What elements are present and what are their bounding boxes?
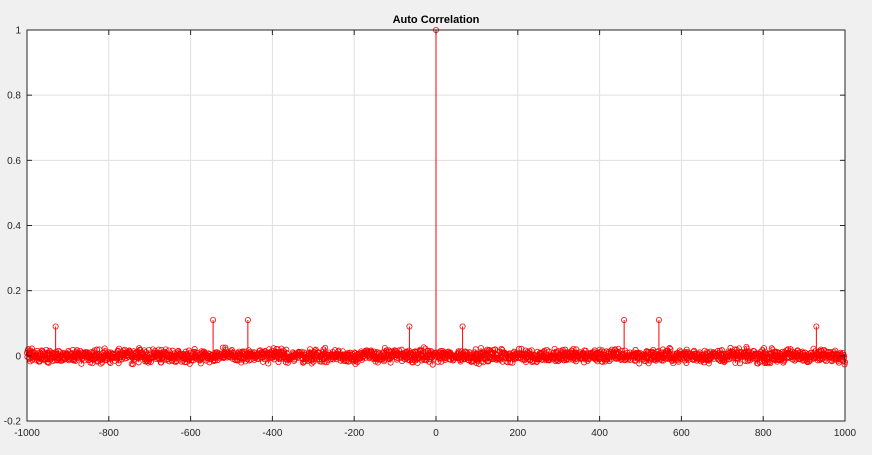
stem-marker [320, 346, 327, 353]
stem-marker [265, 360, 272, 367]
stem-marker [130, 348, 137, 355]
stem-marker [50, 358, 57, 365]
stem-marker [283, 346, 290, 353]
stem-series [23, 26, 849, 368]
stem-marker [145, 359, 152, 366]
stem-marker [141, 347, 148, 354]
stem-marker [321, 358, 328, 365]
stem-marker [135, 359, 142, 366]
stem-marker [97, 360, 104, 367]
stem-marker [244, 316, 251, 323]
stem-point [244, 316, 251, 356]
stem-marker [210, 316, 217, 323]
stem-marker [322, 344, 329, 351]
stem-marker [197, 360, 204, 367]
stem-marker [98, 356, 105, 363]
stem-marker [52, 323, 59, 330]
stem-marker [84, 349, 91, 356]
stem-marker [275, 359, 282, 366]
stem-marker [115, 360, 122, 367]
stem-marker [162, 346, 169, 353]
stem-point [210, 316, 217, 356]
stem-marker [155, 346, 162, 353]
stem-marker [331, 347, 338, 354]
stem-marker [212, 357, 219, 364]
stem-marker [308, 360, 315, 367]
